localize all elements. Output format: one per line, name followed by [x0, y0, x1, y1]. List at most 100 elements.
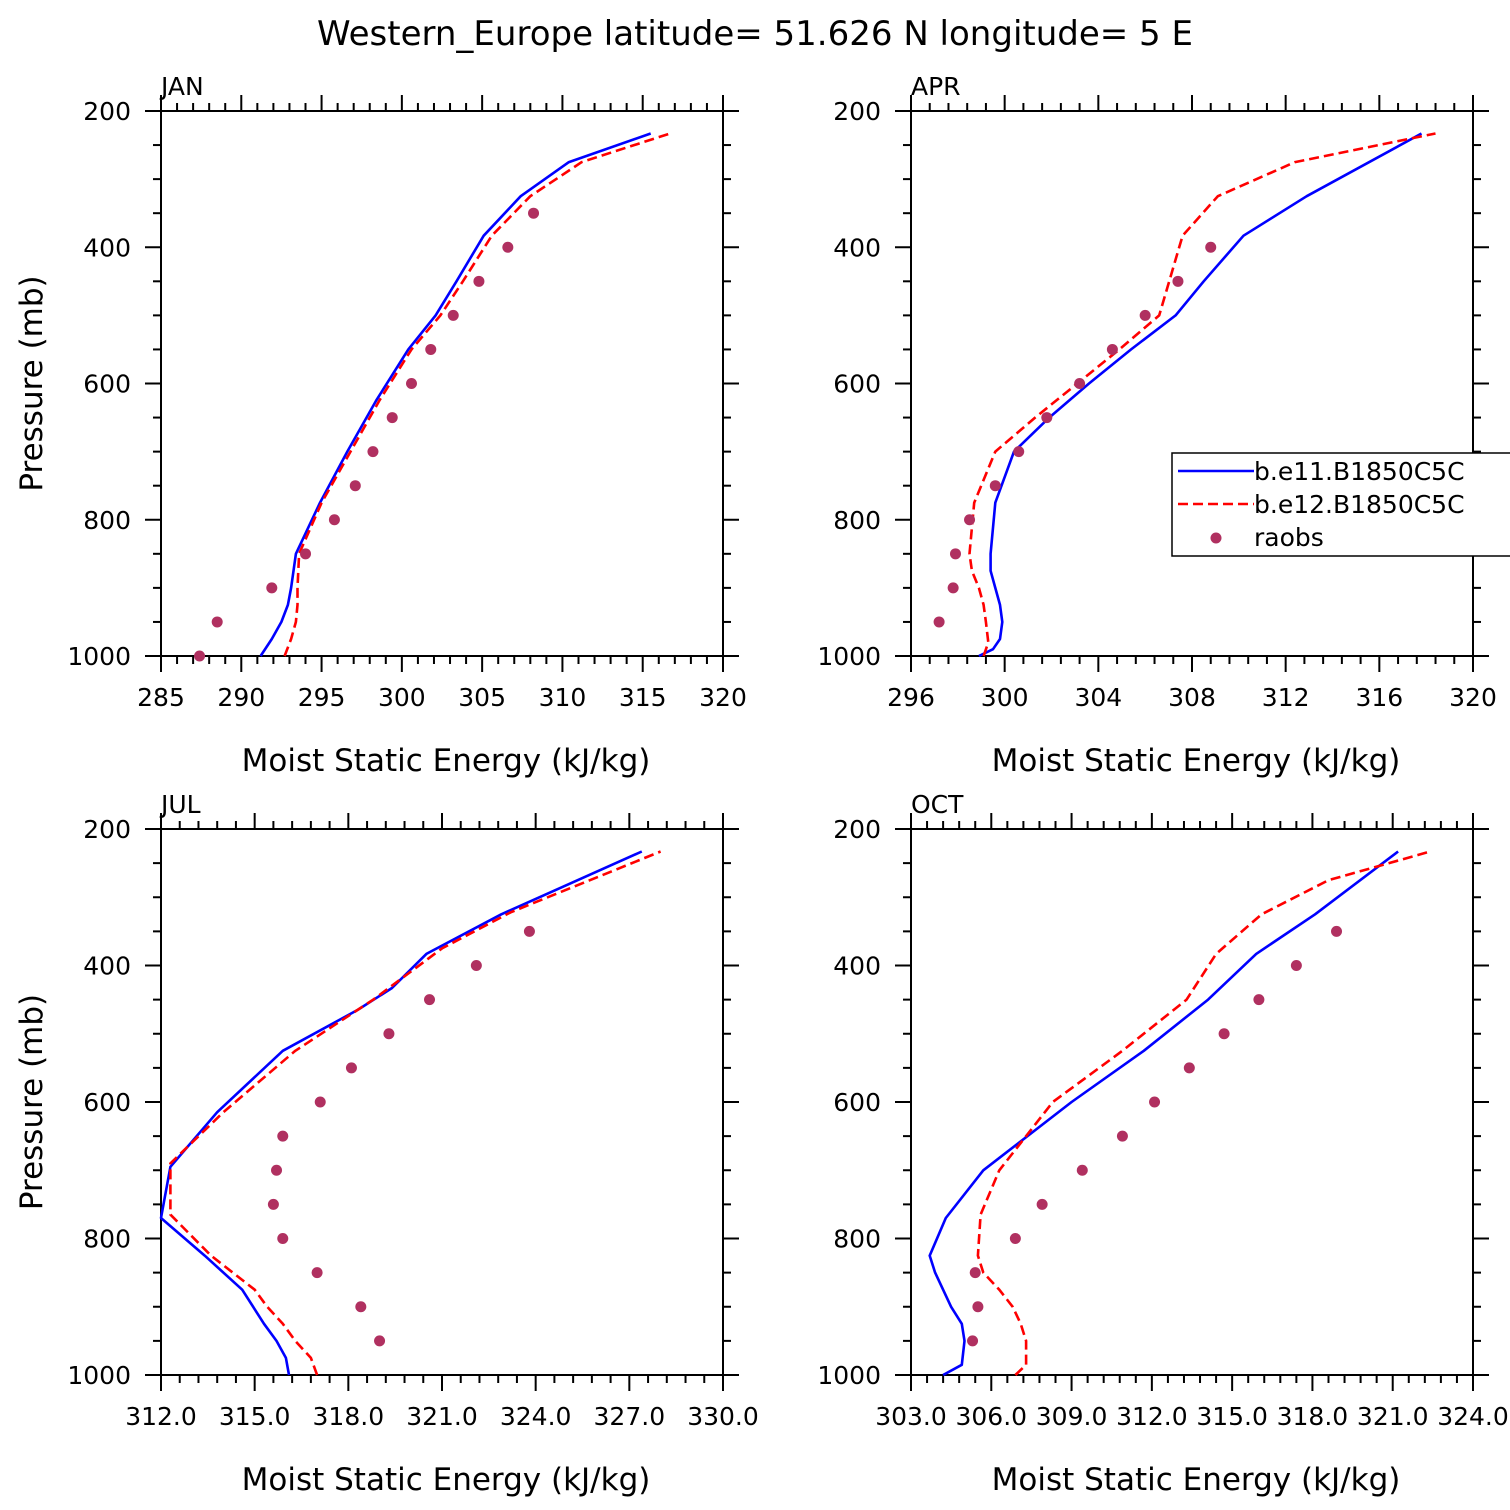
x-tick-label: 315.0 [219, 1402, 291, 1431]
x-tick-label: 321.0 [1357, 1402, 1429, 1431]
x-tick-label: 320 [699, 683, 747, 712]
panel-jan: JAN 285 290 295 300 305 310 315 320 200 400 600 800 1… [14, 72, 747, 779]
y-tick-label: 800 [833, 506, 881, 535]
x-axis-label: Moist Static Energy (kJ/kg) [242, 1462, 651, 1498]
legend-label: b.e12.B1850C5C [1254, 490, 1465, 519]
raobs-point [1172, 275, 1184, 287]
series-solid [978, 132, 1423, 658]
raobs-point [447, 309, 459, 321]
y-axis-label: Pressure (mb) [14, 994, 50, 1210]
raobs-point [349, 480, 361, 492]
x-tick-label: 295 [298, 683, 346, 712]
x-tick-label: 300 [981, 683, 1029, 712]
panel-label: JUL [159, 790, 201, 819]
raobs-point [1009, 1233, 1021, 1244]
panel-label: OCT [911, 790, 964, 819]
y-tick-label: 800 [83, 506, 131, 535]
legend-label: raobs [1254, 523, 1324, 552]
y-tick-label: 1000 [817, 1361, 881, 1390]
raobs-point [271, 1164, 283, 1176]
y-tick-label: 600 [833, 370, 881, 399]
x-axis-label: Moist Static Energy (kJ/kg) [992, 1462, 1401, 1498]
y-tick-label: 600 [833, 1088, 881, 1117]
raobs-point [1290, 960, 1302, 971]
raobs-point [311, 1267, 323, 1279]
raobs-point [424, 994, 436, 1006]
series-line-dashed [169, 850, 662, 1376]
raobs-point [1205, 241, 1217, 253]
x-tick-label: 309.0 [1036, 1402, 1108, 1431]
y-tick-label: 200 [83, 815, 131, 844]
raobs-point [1076, 1164, 1088, 1176]
x-tick-label: 303.0 [875, 1402, 947, 1431]
y-tick-label: 1000 [817, 642, 881, 671]
series-marker [267, 925, 535, 1347]
raobs-point [1183, 1062, 1195, 1074]
series-solid [928, 850, 1399, 1377]
raobs-point [211, 616, 223, 628]
y-tick-label: 600 [83, 1088, 131, 1117]
y-tick-label: 400 [833, 952, 881, 981]
raobs-point [383, 1028, 395, 1040]
raobs-point [345, 1062, 357, 1074]
series-line-solid [159, 850, 643, 1376]
y-axis-label: Pressure (mb) [14, 275, 50, 491]
x-tick-label: 308 [1168, 683, 1216, 712]
series-solid [159, 850, 643, 1376]
raobs-point [473, 275, 485, 287]
raobs-point [266, 582, 278, 594]
raobs-point [1013, 446, 1025, 458]
raobs-point [1106, 343, 1118, 355]
raobs-point [502, 241, 514, 253]
raobs-point [194, 650, 206, 662]
x-tick-label: 321.0 [406, 1402, 478, 1431]
x-tick-label: 312.0 [125, 1402, 197, 1431]
y-tick-label: 400 [83, 233, 131, 262]
y-tick-label: 800 [83, 1225, 131, 1254]
x-tick-label: 296 [887, 683, 935, 712]
panel-label: JAN [159, 72, 204, 101]
raobs-point [1139, 309, 1151, 321]
x-axis-label: Moist Static Energy (kJ/kg) [242, 743, 651, 779]
x-tick-label: 306.0 [955, 1402, 1027, 1431]
series-line-solid [928, 850, 1399, 1377]
y-tick-label: 400 [83, 952, 131, 981]
y-tick-label: 200 [83, 97, 131, 126]
series-line-solid [259, 132, 652, 657]
y-tick-label: 200 [833, 815, 881, 844]
series-line-dashed [976, 850, 1431, 1376]
x-tick-label: 305 [458, 683, 506, 712]
raobs-point [277, 1233, 289, 1244]
raobs-point [949, 548, 961, 560]
legend: b.e11.B1850C5C b.e12.B1850C5C raobs [1171, 452, 1510, 557]
y-tick-label: 200 [833, 97, 881, 126]
raobs-point [405, 378, 417, 389]
x-tick-label: 315.0 [1196, 1402, 1268, 1431]
raobs-point [969, 1267, 981, 1279]
raobs-point [947, 582, 959, 594]
series-marker [194, 207, 540, 662]
raobs-point [425, 343, 437, 355]
raobs-point [972, 1301, 984, 1313]
raobs-point [470, 960, 482, 971]
figure-title: Western_Europe latitude= 51.626 N longit… [317, 14, 1193, 54]
series-line-dashed [283, 132, 671, 657]
x-tick-label: 324.0 [1437, 1402, 1509, 1431]
raobs-point [267, 1198, 279, 1210]
x-tick-label: 312.0 [1116, 1402, 1188, 1431]
raobs-point [367, 446, 379, 458]
x-tick-label: 327.0 [594, 1402, 666, 1431]
series-dashed [169, 850, 662, 1376]
raobs-point [1036, 1198, 1048, 1210]
raobs-point [1331, 925, 1343, 937]
series-solid [259, 132, 652, 657]
raobs-point [355, 1301, 367, 1313]
raobs-point [277, 1130, 289, 1142]
series-marker [967, 925, 1343, 1347]
x-tick-label: 290 [217, 683, 265, 712]
raobs-point [386, 412, 398, 424]
x-tick-label: 315 [619, 683, 667, 712]
series-dashed [283, 132, 671, 657]
y-tick-label: 1000 [67, 1361, 131, 1390]
